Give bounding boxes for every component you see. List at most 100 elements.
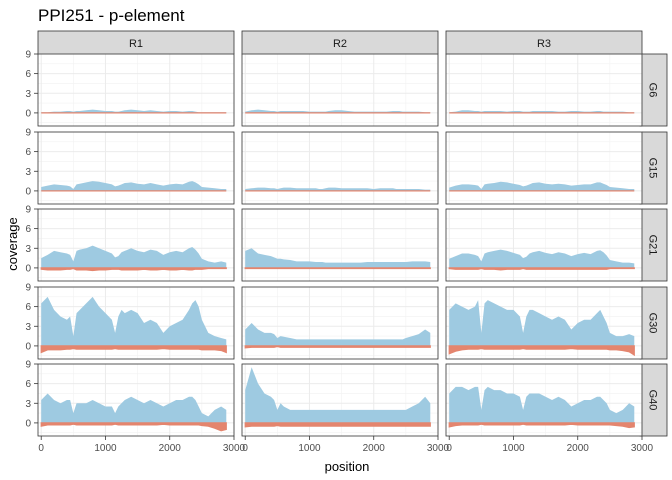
- facet-panel: [241, 131, 439, 205]
- panel-background: [242, 132, 438, 204]
- y-tick-label: 9: [25, 50, 31, 61]
- panel-border: [241, 208, 439, 282]
- panel-background: [446, 54, 642, 126]
- row-strip-label: G30: [647, 313, 659, 334]
- panel-background: [242, 54, 438, 126]
- coverage-area-negative: [448, 345, 635, 357]
- facet-panel: [241, 363, 439, 437]
- coverage-area-positive: [245, 323, 431, 346]
- y-tick-label: 3: [25, 89, 31, 100]
- row-strip: [639, 363, 668, 437]
- y-tick-label: 3: [25, 322, 31, 333]
- row-strip: [639, 286, 668, 360]
- panel-border: [445, 53, 643, 127]
- panel-background: [446, 132, 642, 204]
- x-tick-label: 0: [38, 443, 44, 454]
- x-tick-label: 2000: [159, 443, 182, 454]
- coverage-area-positive: [245, 109, 431, 113]
- facet-panel: [37, 208, 235, 282]
- y-tick-label: 0: [25, 263, 31, 274]
- coverage-area-negative: [244, 345, 431, 349]
- coverage-area-negative: [40, 267, 227, 272]
- x-tick-label: 0: [446, 443, 452, 454]
- panel-border: [241, 131, 439, 205]
- facet-panel: [445, 53, 643, 127]
- coverage-area-negative: [244, 267, 431, 270]
- coverage-area-positive: [41, 181, 227, 191]
- panel-border: [241, 53, 439, 127]
- panel-background: [242, 287, 438, 359]
- facet-panel: [37, 53, 235, 127]
- y-tick-label: 0: [25, 108, 31, 119]
- column-strip-label: R1: [129, 38, 143, 50]
- panel-border: [241, 363, 439, 437]
- x-tick-label: 2000: [363, 443, 386, 454]
- row-strip-label: G21: [647, 235, 659, 256]
- y-tick-label: 0: [25, 418, 31, 429]
- coverage-area-positive: [41, 245, 227, 268]
- x-tick-label: 3000: [631, 443, 654, 454]
- panel-background: [38, 132, 234, 204]
- panels-layer: R1 R2 R3 G6 G15 G21 G30 G40 0 3 6 9 0 3 6 9 0 3 6 9 0 3 6 9 0 3 6 9…: [25, 30, 668, 454]
- y-tick-label: 6: [25, 147, 31, 158]
- coverage-area-positive: [41, 393, 227, 423]
- panel-border: [241, 286, 439, 360]
- y-tick-label: 0: [25, 186, 31, 197]
- coverage-area-positive: [41, 296, 227, 346]
- y-tick-label: 9: [25, 283, 31, 294]
- coverage-area-positive: [41, 109, 227, 113]
- y-tick-label: 3: [25, 399, 31, 410]
- facet-panel: [37, 286, 235, 360]
- coverage-area-negative: [448, 267, 635, 271]
- panel-background: [446, 209, 642, 281]
- facet-panel: [241, 208, 439, 282]
- panel-border: [37, 131, 235, 205]
- y-tick-label: 3: [25, 244, 31, 255]
- x-tick-label: 1000: [94, 443, 117, 454]
- row-strip-label: G40: [647, 390, 659, 411]
- y-tick-label: 3: [25, 167, 31, 178]
- coverage-area-positive: [449, 249, 635, 268]
- coverage-area-negative: [244, 422, 431, 428]
- coverage-area-negative: [40, 345, 227, 354]
- facet-panel: [241, 53, 439, 127]
- x-tick-label: 3000: [223, 443, 246, 454]
- panel-border: [445, 286, 643, 360]
- x-axis-title: position: [325, 459, 370, 474]
- x-tick-label: 2000: [567, 443, 590, 454]
- x-tick-label: 1000: [502, 443, 525, 454]
- y-tick-label: 6: [25, 302, 31, 313]
- coverage-area-positive: [245, 248, 431, 268]
- facet-panel: [445, 131, 643, 205]
- coverage-area-positive: [449, 300, 635, 346]
- coverage-area-positive: [245, 367, 431, 423]
- column-strip-label: R3: [537, 38, 551, 50]
- panel-border: [445, 363, 643, 437]
- y-tick-label: 0: [25, 341, 31, 352]
- panel-border: [37, 53, 235, 127]
- panel-border: [445, 131, 643, 205]
- facet-panel: [445, 286, 643, 360]
- row-strip-label: G6: [647, 83, 659, 98]
- facet-panel: [445, 208, 643, 282]
- y-tick-label: 6: [25, 69, 31, 80]
- coverage-area-positive: [449, 110, 635, 113]
- y-tick-label: 9: [25, 128, 31, 139]
- facet-panel: [37, 363, 235, 437]
- x-tick-label: 1000: [298, 443, 321, 454]
- coverage-area-positive: [449, 181, 635, 191]
- facet-panel: [445, 363, 643, 437]
- y-tick-label: 6: [25, 224, 31, 235]
- row-strip: [639, 53, 668, 127]
- y-tick-label: 9: [25, 205, 31, 216]
- column-strip-label: R2: [333, 38, 347, 50]
- x-tick-label: 0: [242, 443, 248, 454]
- panel-border: [37, 363, 235, 437]
- panel-background: [38, 54, 234, 126]
- row-strip: [639, 208, 668, 282]
- panel-background: [242, 209, 438, 281]
- x-tick-label: 3000: [427, 443, 450, 454]
- coverage-area-negative: [40, 422, 227, 432]
- panel-border: [37, 286, 235, 360]
